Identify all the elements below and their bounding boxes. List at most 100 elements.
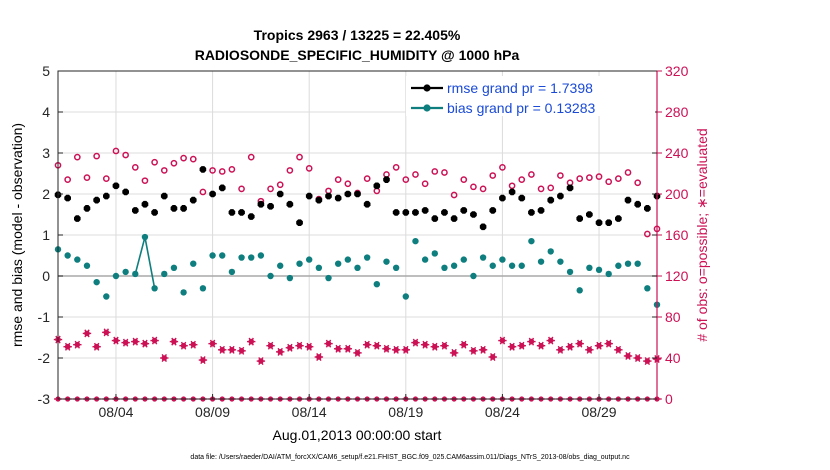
possible-obs-point — [537, 185, 545, 193]
rmse-point — [383, 176, 390, 183]
possible-obs-point — [160, 167, 168, 174]
possible-obs-point — [141, 177, 149, 185]
legend-marker — [423, 104, 431, 112]
evaluated-obs-stroke — [451, 348, 457, 357]
evaluated-obs-stroke — [422, 340, 428, 349]
bias-point — [576, 287, 583, 294]
legend-marker — [423, 84, 431, 92]
evaluated-obs-point — [111, 336, 121, 345]
bias-point — [180, 289, 187, 296]
evaluated-obs-stroke — [480, 345, 486, 354]
evaluated-obs-stroke — [122, 338, 129, 347]
legend-box — [406, 76, 655, 116]
rmse-point — [238, 209, 245, 216]
y-tick-label: 5 — [42, 63, 50, 79]
y2-tick-label: 40 — [665, 350, 681, 366]
evaluated-obs-point — [565, 342, 575, 351]
rmse-point — [470, 211, 477, 218]
y-tick-label: 4 — [42, 104, 50, 120]
evaluated-obs-stroke — [229, 345, 235, 354]
x-tick-label: 08/09 — [195, 404, 230, 420]
bias-point — [634, 260, 641, 267]
evaluated-obs-point — [285, 343, 295, 352]
possible-obs-point — [441, 169, 448, 176]
evaluated-obs-point — [150, 336, 159, 345]
bias-point — [528, 237, 535, 245]
bias-point — [392, 264, 400, 271]
bias-point — [141, 233, 149, 241]
evaluated-obs-point — [198, 356, 208, 365]
evaluated-obs-point — [218, 345, 227, 354]
evaluated-obs-point — [536, 341, 546, 350]
data-file-footer: data file: /Users/raeder/DAI/ATM_forcXX/… — [190, 454, 630, 461]
rmse-point — [228, 209, 236, 216]
evaluated-obs-stroke — [519, 341, 525, 350]
bias-point — [151, 285, 158, 292]
y2-tick-label: 0 — [665, 391, 673, 407]
evaluated-obs-point — [643, 357, 652, 366]
possible-obs-point — [363, 175, 371, 182]
axes: -3 -2 -1 0 1 2 3 4 5 0 40 80 120 160 200 240 280 320 08/04… — [38, 63, 689, 420]
bias-point — [354, 264, 361, 271]
evaluated-obs-stroke — [219, 345, 225, 354]
rmse-point — [189, 196, 197, 204]
evaluated-obs-stroke — [596, 341, 602, 350]
rmse-point — [489, 207, 497, 214]
bias-point — [508, 262, 516, 269]
evaluated-obs-stroke — [238, 346, 245, 355]
rmse-point — [209, 190, 216, 198]
evaluated-obs-point — [411, 338, 420, 347]
evaluated-obs-stroke — [528, 337, 535, 346]
bias-point — [93, 278, 100, 286]
bias-point — [219, 252, 226, 259]
y-tick-label: 1 — [42, 227, 50, 243]
bias-point — [83, 262, 91, 269]
rmse-point — [344, 190, 352, 198]
bias-point — [537, 258, 545, 265]
rmse-point — [441, 209, 448, 216]
evaluated-obs-stroke — [171, 337, 177, 346]
rmse-point — [615, 215, 622, 222]
evaluated-obs-stroke — [132, 337, 138, 346]
bias-point — [315, 264, 323, 271]
evaluated-obs-point — [102, 328, 111, 337]
bias-point — [334, 260, 342, 267]
evaluated-obs-point — [179, 341, 188, 350]
evaluated-obs-point — [227, 345, 237, 354]
evaluated-obs-stroke — [103, 328, 110, 337]
evaluated-obs-point — [556, 345, 565, 354]
possible-obs-point — [228, 166, 236, 173]
bias-point — [624, 260, 632, 267]
evaluated-obs-stroke — [345, 344, 351, 353]
evaluated-obs-stroke — [615, 345, 622, 354]
possible-obs-point — [470, 183, 477, 191]
rmse-point — [93, 196, 100, 204]
evaluated-obs-point — [247, 337, 256, 346]
y2-tick-label: 160 — [665, 227, 689, 243]
possible-obs-point — [83, 174, 91, 181]
possible-obs-point — [412, 171, 419, 178]
rmse-point — [257, 200, 265, 208]
rmse-point — [499, 194, 506, 202]
evaluated-obs-stroke — [200, 356, 206, 365]
possible-obs-point — [112, 147, 120, 155]
evaluated-obs-point — [131, 337, 140, 346]
evaluated-obs-point — [430, 342, 439, 351]
evaluated-obs-stroke — [267, 341, 274, 350]
possible-obs-point — [421, 180, 429, 188]
evaluated-obs-point — [314, 352, 324, 361]
evaluated-obs-stroke — [64, 342, 71, 351]
possible-obs-point — [402, 176, 410, 183]
evaluated-obs-point — [575, 339, 584, 348]
evaluated-obs-point — [256, 357, 266, 366]
rmse-point — [547, 196, 555, 204]
rmse-point — [151, 209, 158, 216]
bias-point — [431, 250, 438, 257]
x-tick-label: 08/14 — [292, 404, 327, 420]
y2-tick-label: 280 — [665, 104, 689, 120]
x-tick-label: 08/24 — [485, 404, 520, 420]
rmse-point — [460, 207, 468, 214]
rmse-point — [64, 194, 71, 202]
possible-obs-point — [586, 174, 593, 181]
evaluated-obs-stroke — [335, 344, 341, 353]
